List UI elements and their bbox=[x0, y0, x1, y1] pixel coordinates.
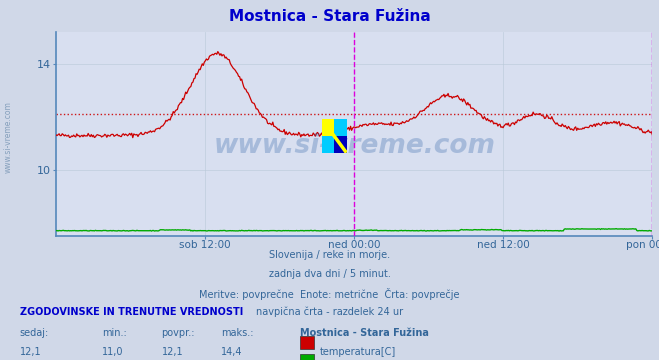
Text: maks.:: maks.: bbox=[221, 328, 253, 338]
Text: Mostnica - Stara Fužina: Mostnica - Stara Fužina bbox=[300, 328, 429, 338]
Text: ZGODOVINSKE IN TRENUTNE VREDNOSTI: ZGODOVINSKE IN TRENUTNE VREDNOSTI bbox=[20, 307, 243, 317]
Text: povpr.:: povpr.: bbox=[161, 328, 195, 338]
Text: 12,1: 12,1 bbox=[20, 347, 42, 357]
Text: www.si-vreme.com: www.si-vreme.com bbox=[3, 101, 13, 173]
Text: Meritve: povprečne  Enote: metrične  Črta: povprečje: Meritve: povprečne Enote: metrične Črta:… bbox=[199, 288, 460, 300]
Bar bbox=[334, 119, 347, 136]
Bar bbox=[334, 136, 347, 153]
Text: Mostnica - Stara Fužina: Mostnica - Stara Fužina bbox=[229, 9, 430, 24]
Bar bbox=[322, 119, 334, 136]
Text: 14,4: 14,4 bbox=[221, 347, 243, 357]
Text: www.si-vreme.com: www.si-vreme.com bbox=[214, 133, 495, 159]
Text: Slovenija / reke in morje.: Slovenija / reke in morje. bbox=[269, 250, 390, 260]
Text: 12,1: 12,1 bbox=[161, 347, 183, 357]
Text: temperatura[C]: temperatura[C] bbox=[320, 347, 396, 357]
Text: sedaj:: sedaj: bbox=[20, 328, 49, 338]
Text: min.:: min.: bbox=[102, 328, 127, 338]
Text: 11,0: 11,0 bbox=[102, 347, 124, 357]
Text: zadnja dva dni / 5 minut.: zadnja dva dni / 5 minut. bbox=[269, 269, 390, 279]
Text: navpična črta - razdelek 24 ur: navpična črta - razdelek 24 ur bbox=[256, 306, 403, 317]
Bar bbox=[322, 136, 334, 153]
